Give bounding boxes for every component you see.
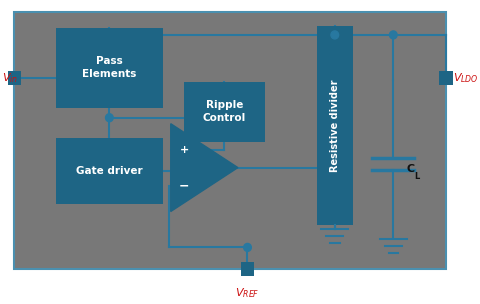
Text: −: − — [179, 179, 190, 192]
Text: Pass
Elements: Pass Elements — [82, 56, 136, 79]
Text: $\mathit{V_{LDO}}$: $\mathit{V_{LDO}}$ — [453, 71, 479, 85]
Bar — [184, 82, 265, 142]
Circle shape — [389, 31, 397, 39]
Text: Gate driver: Gate driver — [76, 166, 143, 176]
Bar — [439, 71, 453, 85]
Bar — [14, 12, 446, 269]
Bar — [56, 138, 163, 203]
Circle shape — [331, 31, 338, 39]
Text: $\mathit{V_{REF}}$: $\mathit{V_{REF}}$ — [235, 286, 260, 300]
Text: Ripple
Control: Ripple Control — [203, 100, 246, 123]
Bar — [56, 28, 163, 108]
Polygon shape — [171, 124, 238, 212]
Text: C: C — [407, 164, 415, 174]
Text: L: L — [414, 171, 420, 181]
Text: +: + — [180, 145, 189, 155]
Bar — [317, 26, 353, 226]
Circle shape — [244, 244, 252, 251]
Circle shape — [106, 114, 113, 122]
Bar — [241, 262, 254, 276]
Bar — [8, 71, 21, 85]
Text: Resistive divider: Resistive divider — [330, 79, 340, 172]
Text: $\mathit{V_{in}}$: $\mathit{V_{in}}$ — [2, 71, 18, 85]
